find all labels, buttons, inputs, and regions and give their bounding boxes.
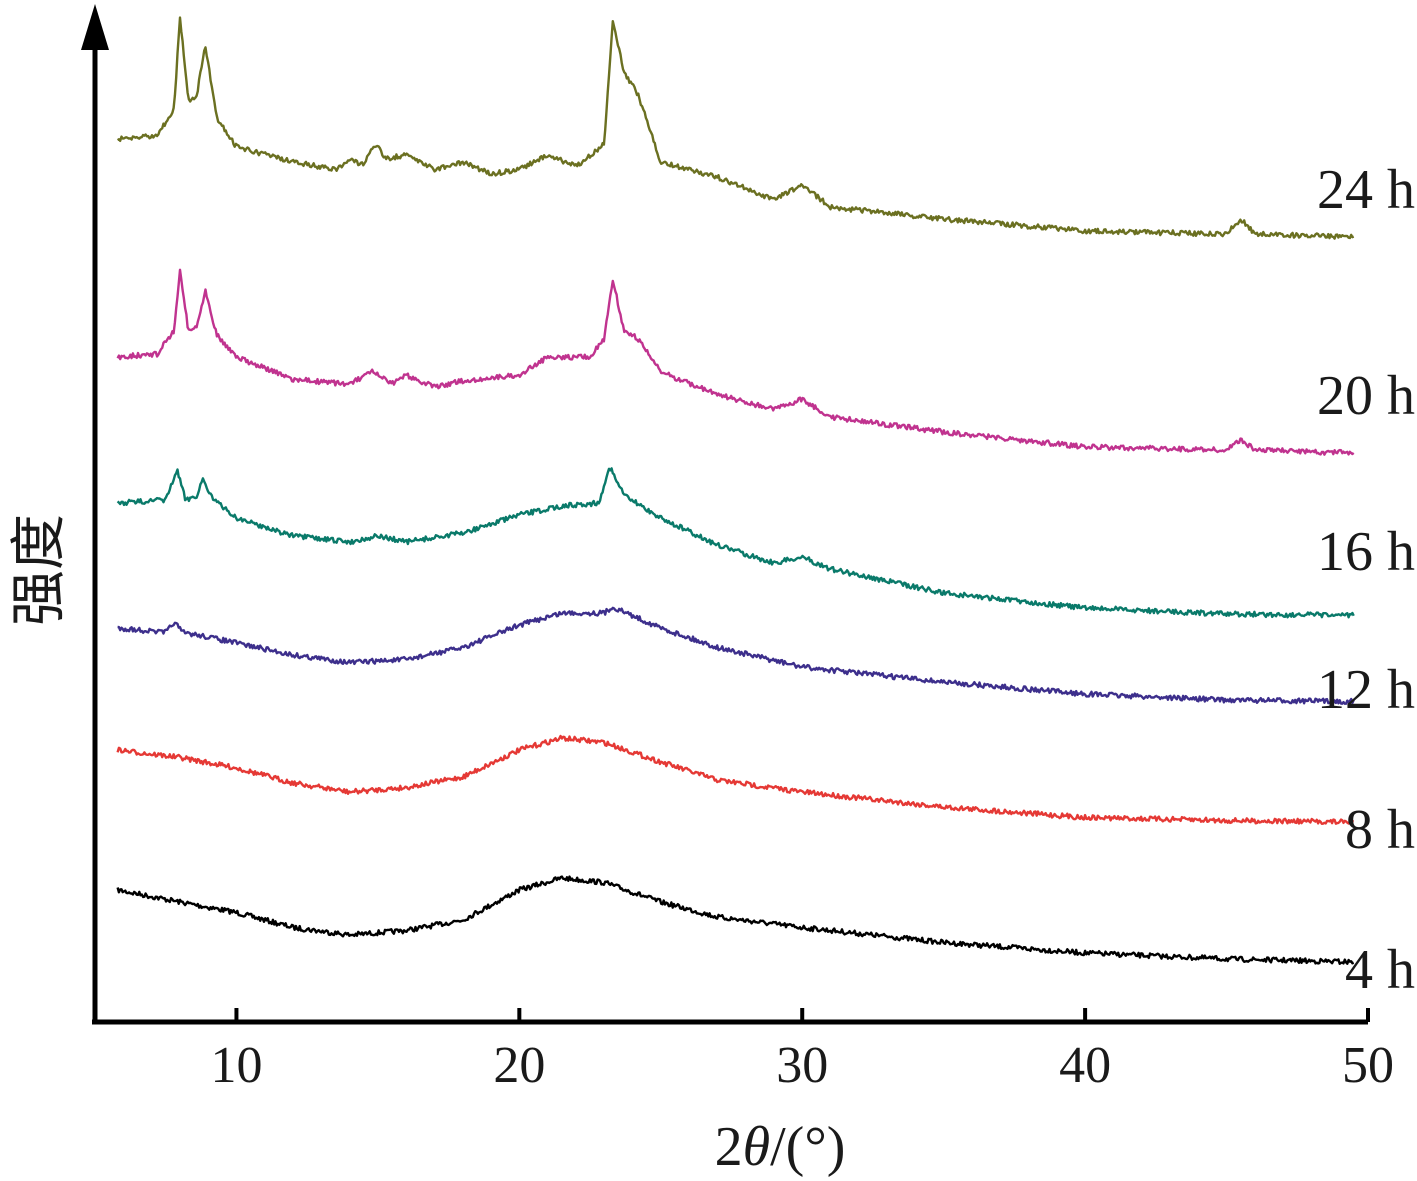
y-axis-label: 强度 — [9, 514, 71, 626]
series-layer — [116, 16, 1355, 965]
series-label-20h: 20 h — [1317, 365, 1415, 427]
series-label-4h: 4 h — [1345, 939, 1415, 1001]
series-line-8h — [116, 734, 1354, 825]
x-tick-label-20: 20 — [493, 1037, 545, 1094]
series-line-20h — [116, 268, 1355, 456]
x-axis-label: 2θ/(°) — [715, 1116, 846, 1178]
x-tick-label-50: 50 — [1342, 1037, 1394, 1094]
x-tick-label-30: 30 — [776, 1037, 828, 1094]
series-label-16h: 16 h — [1317, 521, 1415, 583]
series-label-12h: 12 h — [1317, 659, 1415, 721]
y-axis-arrow-icon — [81, 4, 109, 50]
series-label-8h: 8 h — [1345, 799, 1415, 861]
series-label-24h: 24 h — [1317, 159, 1415, 221]
series-line-12h — [117, 606, 1355, 705]
x-tick-layer: 10 20 30 40 50 — [210, 1008, 1394, 1094]
x-tick-label-10: 10 — [210, 1037, 262, 1094]
series-line-24h — [116, 16, 1355, 240]
series-line-16h — [116, 467, 1355, 619]
series-line-4h — [116, 875, 1355, 965]
x-tick-label-40: 40 — [1059, 1037, 1111, 1094]
series-label-layer: 4 h 8 h 12 h 16 h 20 h 24 h — [1317, 159, 1415, 1001]
